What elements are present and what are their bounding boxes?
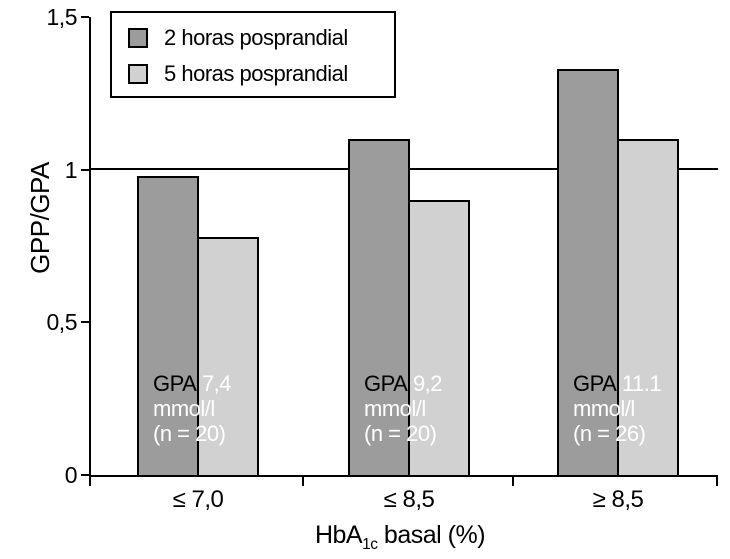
annotation-gpa-prefix: GPA (573, 371, 617, 396)
x-tick-3 (716, 477, 718, 486)
bar-annotation-3: GPA 11.1 mmol/l (n = 26) (573, 371, 693, 446)
bar-annotation-1: GPA 7,4 mmol/l (n = 20) (153, 371, 273, 446)
legend-swatch-5h-icon (128, 64, 148, 84)
x-tick-2 (512, 477, 514, 486)
legend-item-2h: 2 horas posprandial (128, 25, 348, 50)
annotation-gpa-value: 7,4 (196, 371, 232, 396)
y-tick-label-1,5: 1,5 (46, 4, 78, 30)
annotation-gpa-prefix: GPA (364, 371, 408, 396)
bar-2h-posprandial-3 (557, 69, 619, 477)
bar-5h-posprandial-1 (197, 237, 259, 477)
annotation-n: (n = 20) (364, 421, 437, 446)
annotation-n: (n = 26) (573, 421, 646, 446)
annotation-gpa-prefix: GPA (153, 371, 197, 396)
annotation-gpa-value: 9,2 (407, 371, 443, 396)
x-axis-title: HbA1c basal (%) (250, 521, 550, 554)
bar-annotation-2: GPA 9,2 mmol/l (n = 20) (364, 371, 484, 446)
annotation-unit: mmol/l (153, 396, 215, 421)
legend-item-5h: 5 horas posprandial (128, 61, 348, 86)
x-axis-title-post: basal (%) (377, 521, 486, 549)
x-tick-1 (302, 477, 304, 486)
annotation-gpa-value: 11.1 (616, 371, 662, 396)
legend-label-2h: 2 horas posprandial (164, 25, 348, 50)
y-tick-1 (81, 169, 89, 171)
x-category-label-3: ≥ 8,5 (592, 486, 644, 513)
y-tick-0 (81, 474, 89, 476)
annotation-unit: mmol/l (573, 396, 635, 421)
y-tick-label-0,5: 0,5 (46, 309, 78, 335)
legend-label-5h: 5 horas posprandial (164, 61, 348, 86)
y-tick-label-1: 1 (64, 157, 78, 183)
legend-swatch-2h-icon (128, 28, 148, 48)
x-axis-title-subscript: 1c (362, 536, 378, 553)
y-tick-0,5 (81, 321, 89, 323)
x-category-label-2: ≤ 8,5 (383, 486, 435, 513)
y-axis-line (89, 17, 91, 477)
bar-2h-posprandial-2 (348, 139, 410, 477)
y-tick-label-0: 0 (64, 462, 78, 488)
x-axis-title-pre: HbA (314, 521, 363, 549)
y-tick-1,5 (81, 16, 89, 18)
annotation-unit: mmol/l (364, 396, 426, 421)
annotation-n: (n = 20) (153, 421, 226, 446)
bar-5h-posprandial-3 (617, 139, 679, 477)
x-category-label-1: ≤ 7,0 (172, 486, 224, 513)
x-tick-0 (89, 477, 91, 486)
bar-5h-posprandial-2 (408, 200, 470, 477)
legend: 2 horas posprandial 5 horas posprandial (110, 11, 396, 98)
